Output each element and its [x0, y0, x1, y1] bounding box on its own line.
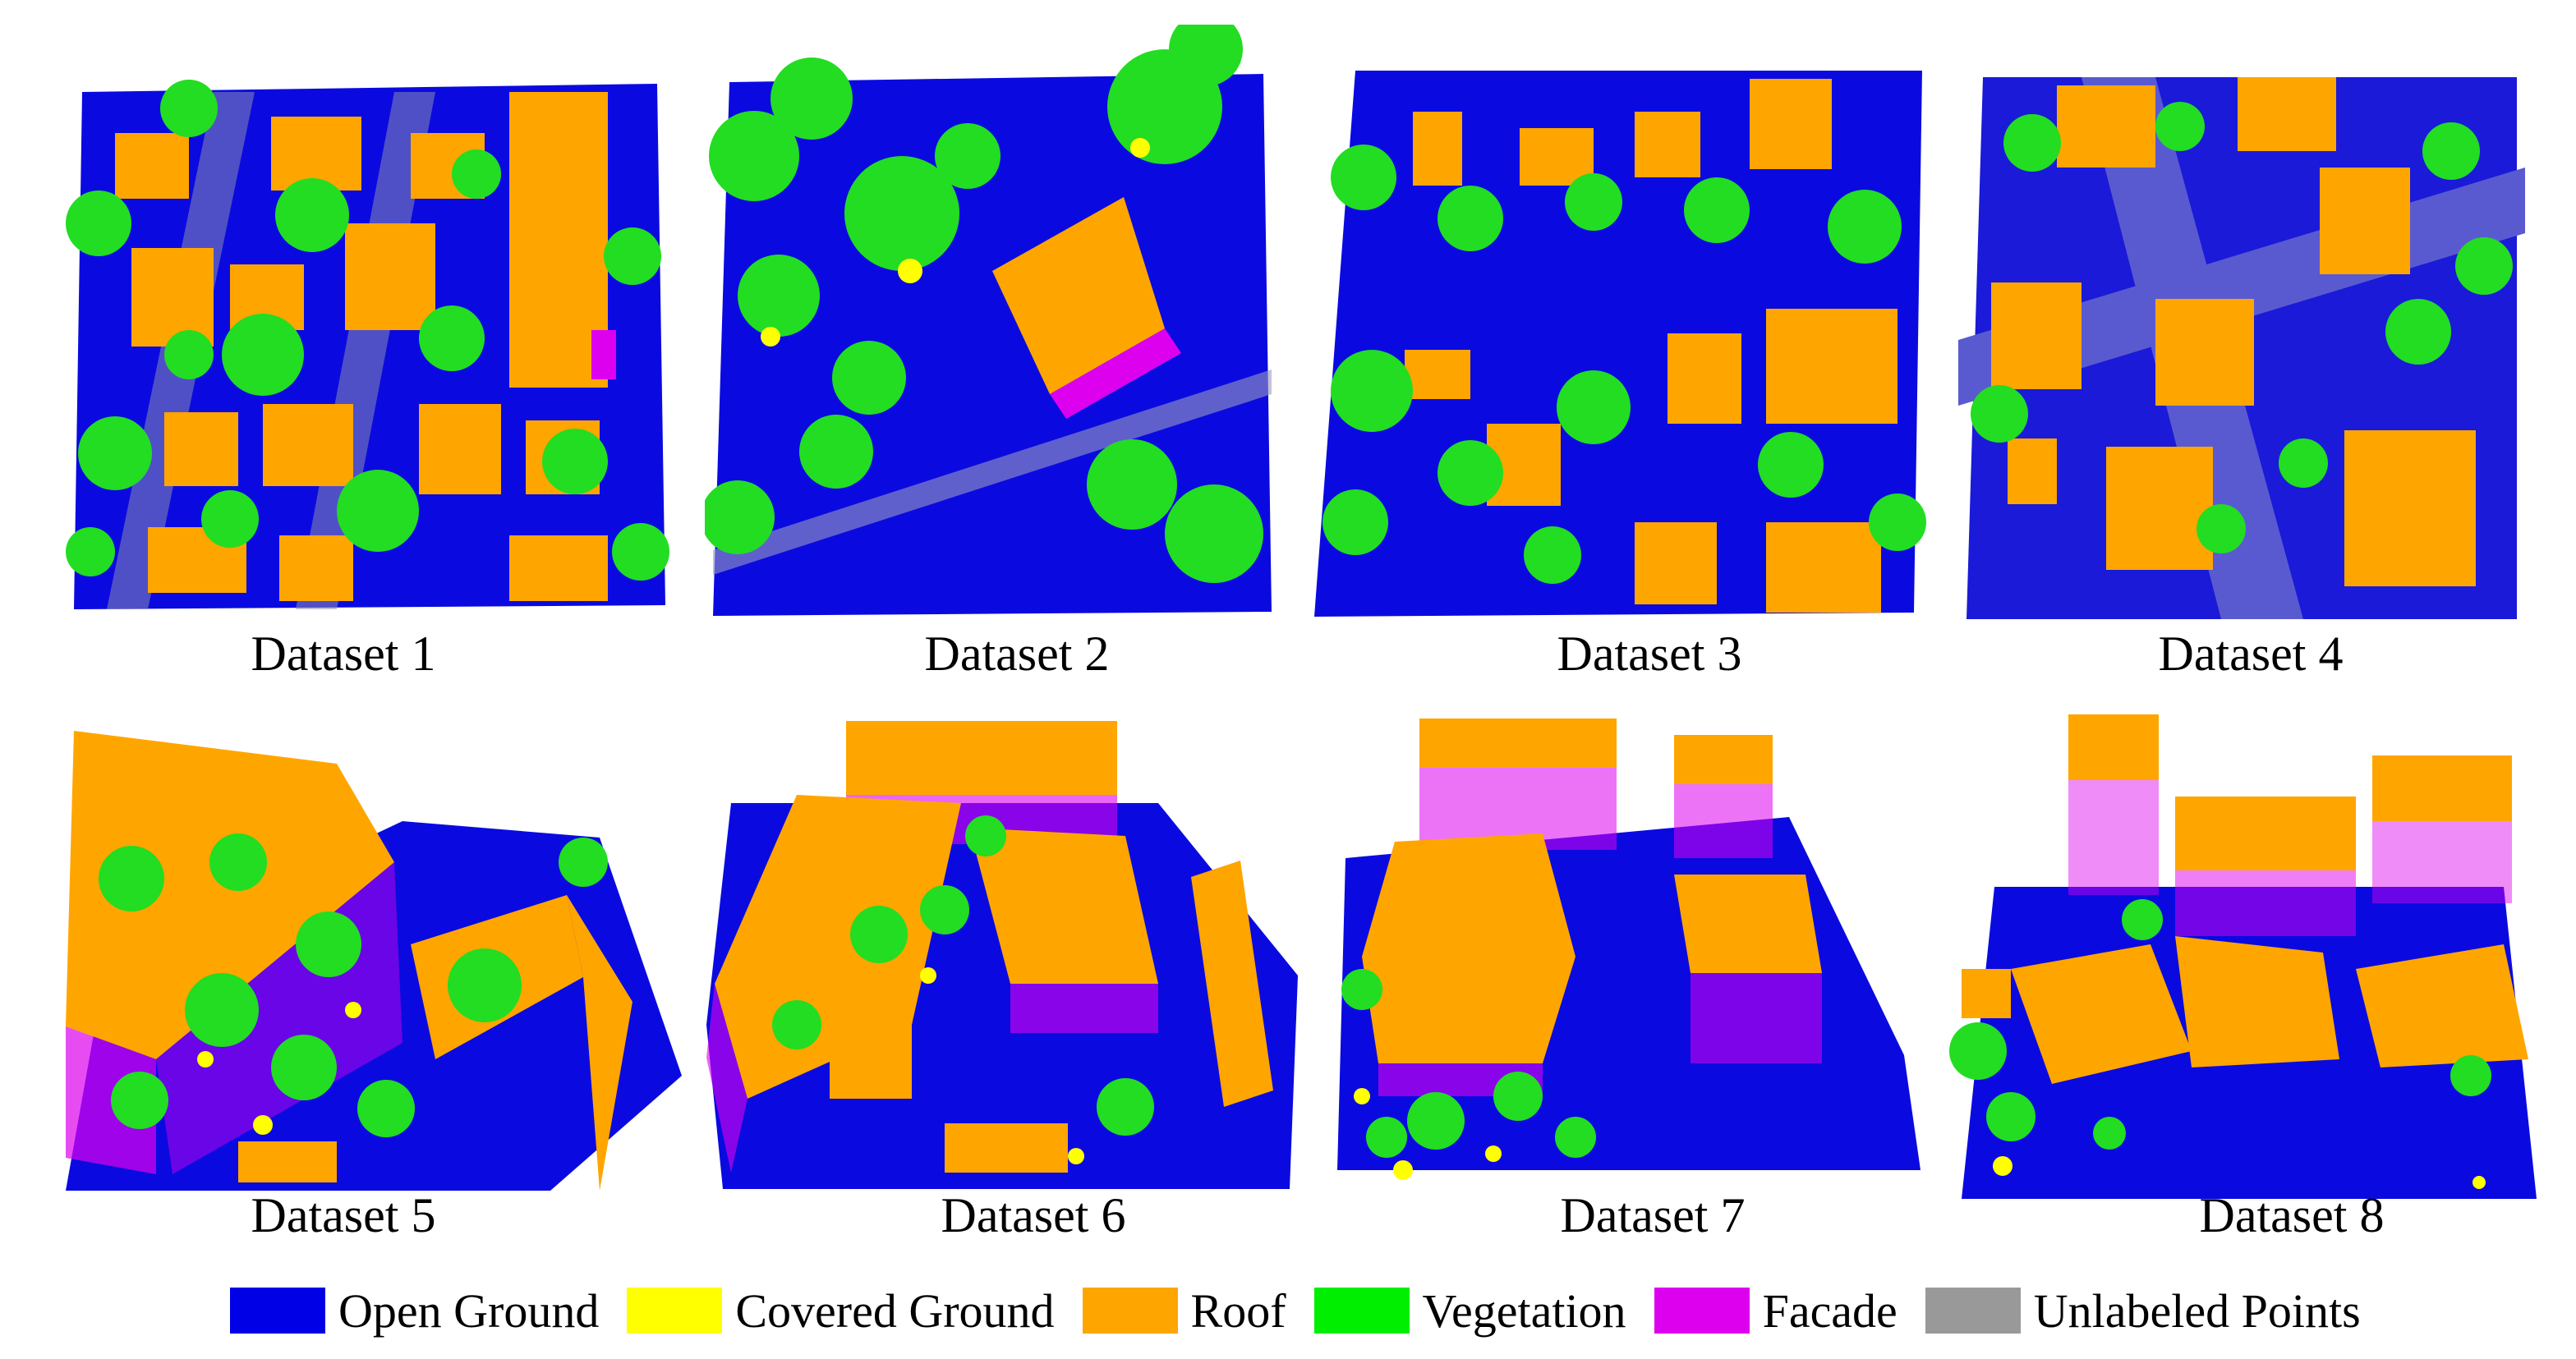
dataset-2-point-cloud: [705, 25, 1272, 620]
dataset-6-caption: Dataset 6: [941, 1188, 1126, 1242]
legend-label: Facade: [1762, 1283, 1898, 1338]
dataset-7-point-cloud: [1329, 710, 1920, 1187]
legend: Open Ground Covered Ground Roof Vegetati…: [230, 1278, 2389, 1343]
unlabeled-points-swatch: [1925, 1288, 2021, 1334]
dataset-1-caption: Dataset 1: [251, 627, 436, 681]
dataset-8-point-cloud: [1945, 706, 2537, 1199]
legend-item-covered-ground: Covered Ground: [627, 1283, 1055, 1338]
legend-item-vegetation: Vegetation: [1313, 1283, 1626, 1338]
dataset-5-point-cloud: [58, 714, 682, 1191]
roof-swatch: [1082, 1288, 1178, 1334]
legend-item-unlabeled-points: Unlabeled Points: [1925, 1283, 2361, 1338]
dataset-6-point-cloud: [698, 713, 1298, 1189]
dataset-8-caption: Dataset 8: [2199, 1188, 2385, 1242]
dataset-3-point-cloud: [1306, 62, 1930, 621]
legend-label: Vegetation: [1422, 1283, 1626, 1338]
legend-label: Open Ground: [338, 1283, 600, 1338]
facade-swatch: [1654, 1288, 1750, 1334]
vegetation-swatch: [1313, 1288, 1410, 1334]
dataset-4-caption: Dataset 4: [2158, 627, 2344, 681]
dataset-4-point-cloud: [1958, 69, 2525, 627]
dataset-1-point-cloud: [66, 59, 674, 618]
legend-item-open-ground: Open Ground: [230, 1283, 599, 1338]
dataset-5-caption: Dataset 5: [251, 1188, 436, 1242]
legend-item-roof: Roof: [1082, 1283, 1286, 1338]
legend-item-facade: Facade: [1654, 1283, 1898, 1338]
legend-label: Covered Ground: [735, 1283, 1055, 1338]
covered-ground-swatch: [627, 1288, 723, 1334]
open-ground-swatch: [230, 1288, 325, 1334]
dataset-2-caption: Dataset 2: [924, 627, 1110, 681]
dataset-7-caption: Dataset 7: [1560, 1188, 1746, 1242]
dataset-3-caption: Dataset 3: [1557, 627, 1742, 681]
legend-label: Unlabeled Points: [2033, 1283, 2361, 1338]
legend-label: Roof: [1190, 1283, 1286, 1338]
